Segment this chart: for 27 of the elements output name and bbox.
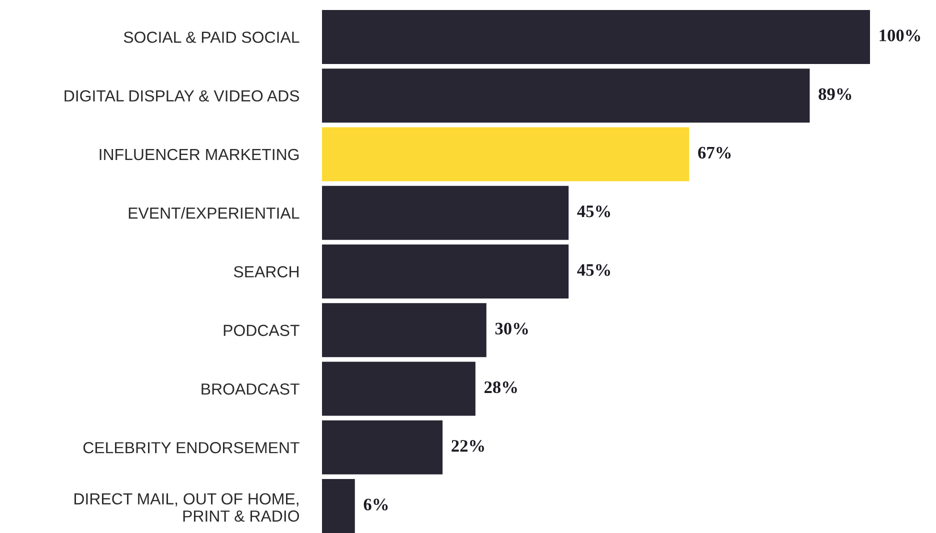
- bar: [322, 420, 443, 474]
- y-tick-label: DIRECT MAIL, OUT OF HOME, PRINT & RADIO: [74, 493, 300, 522]
- data-label: 45%: [577, 264, 610, 276]
- data-label: 100%: [880, 30, 920, 42]
- y-tick-label: INFLUENCER MARKETING: [100, 148, 299, 160]
- y-tick-label: DIGITAL DISPLAY & VIDEO ADS: [64, 90, 300, 102]
- y-tick-label: PODCAST: [224, 324, 300, 336]
- data-label: 22%: [452, 440, 484, 452]
- data-label: 67%: [698, 146, 731, 159]
- data-label: 30%: [495, 322, 528, 335]
- bar: [322, 244, 569, 298]
- bar: [322, 303, 486, 358]
- y-tick-label: EVENT/EXPERIENTIAL: [128, 207, 300, 219]
- data-label: 6%: [364, 498, 388, 510]
- data-label: 89%: [818, 88, 852, 100]
- y-tick-label: CELEBRITY ENDORSEMENT: [83, 442, 300, 454]
- y-tick-label: SEARCH: [234, 266, 298, 278]
- y-tick-label: SOCIAL & PAID SOCIAL: [124, 32, 300, 43]
- bar: [322, 362, 476, 416]
- bar: [322, 186, 569, 240]
- data-label: 28%: [484, 381, 517, 394]
- bar: [322, 479, 355, 533]
- bar: [322, 68, 810, 123]
- data-label: 45%: [577, 205, 610, 218]
- bar: [322, 10, 870, 64]
- bar: [322, 127, 690, 182]
- y-tick-label: BROADCAST: [202, 383, 300, 395]
